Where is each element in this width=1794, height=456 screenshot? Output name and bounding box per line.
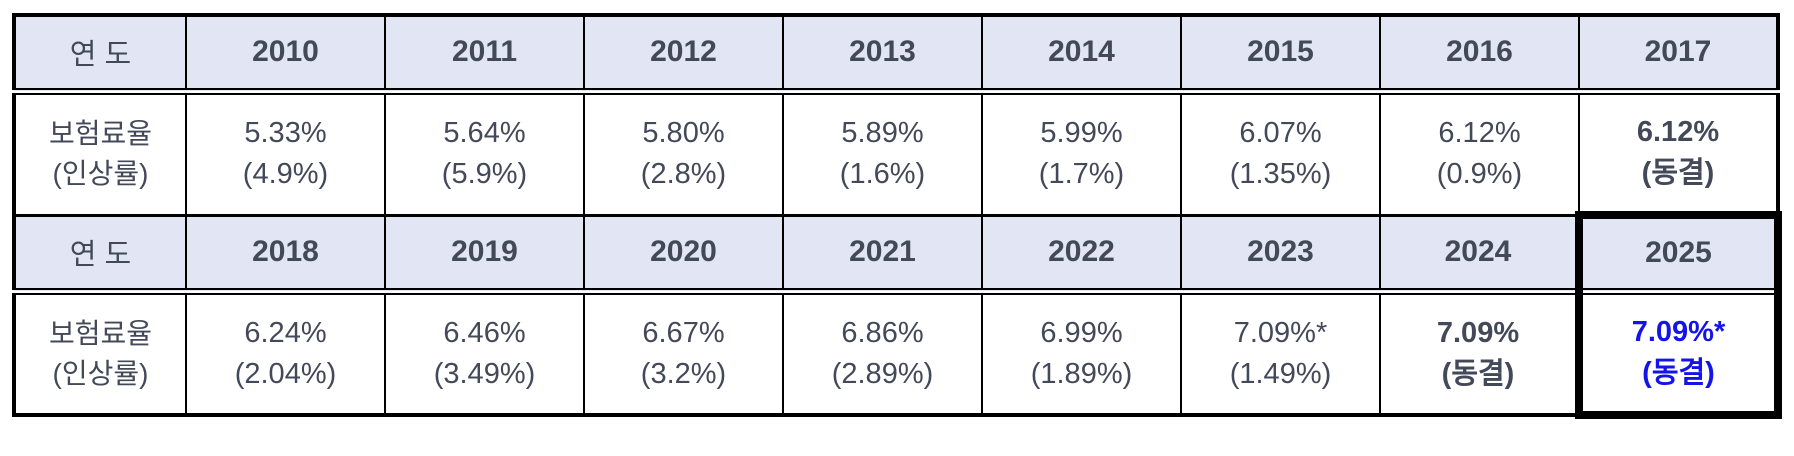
premium-rate-table-wrapper: 연 도 2010 2011 2012 2013 2014 2015 2016 2… bbox=[12, 13, 1782, 419]
year-header-row-2: 연 도 2018 2019 2020 2021 2022 2023 2024 2… bbox=[13, 211, 1782, 295]
year-header-cell: 2022 bbox=[981, 213, 1182, 295]
year-header-cell: 2020 bbox=[583, 213, 784, 295]
rate-value: 6.46% bbox=[443, 316, 526, 349]
rate-change: (1.7%) bbox=[1038, 158, 1125, 190]
rate-change: (1.6%) bbox=[839, 158, 926, 190]
rate-change: (1.89%) bbox=[1030, 357, 1133, 390]
year-header-cell: 2011 bbox=[384, 15, 585, 95]
rate-value: 5.33% bbox=[244, 116, 327, 149]
rate-row-label: 보험료율 (인상률) bbox=[13, 291, 187, 415]
year-header-cell: 2019 bbox=[384, 213, 585, 295]
rate-cell-2010: 5.33% (4.9%) bbox=[185, 91, 386, 215]
rate-row-label-line1: 보험료율 bbox=[48, 318, 153, 349]
year-header-cell: 2013 bbox=[782, 15, 983, 95]
rate-value: 7.09%* bbox=[1233, 316, 1328, 349]
rate-value: 5.99% bbox=[1040, 116, 1123, 149]
rate-change: (1.49%) bbox=[1229, 357, 1332, 390]
rate-cell-2013: 5.89% (1.6%) bbox=[782, 91, 983, 215]
rate-value: 7.09%* bbox=[1631, 315, 1726, 348]
year-header-cell: 2012 bbox=[583, 15, 784, 95]
rate-cell-2021: 6.86% (2.89%) bbox=[782, 291, 983, 415]
rate-change: (1.35%) bbox=[1229, 158, 1332, 190]
rate-change: (0.9%) bbox=[1436, 158, 1523, 190]
rate-row-label-line1: 보험료율 bbox=[48, 118, 153, 150]
rate-cell-2011: 5.64% (5.9%) bbox=[384, 91, 585, 215]
year-header-cell: 2017 bbox=[1578, 15, 1779, 95]
rate-cell-2024-frozen: 7.09% (동결) bbox=[1379, 291, 1580, 415]
rate-row-label-line2: (인상률) bbox=[52, 357, 149, 389]
year-header-cell: 2023 bbox=[1180, 213, 1381, 295]
rate-row-label: 보험료율 (인상률) bbox=[13, 91, 187, 215]
rate-row-2: 보험료율 (인상률) 6.24% (2.04%) 6.46% (3.49%) 6… bbox=[13, 291, 1782, 419]
year-row-label: 연 도 bbox=[13, 15, 187, 95]
rate-change: (동결) bbox=[1641, 156, 1715, 189]
rate-cell-2019: 6.46% (3.49%) bbox=[384, 291, 585, 415]
rate-value: 6.99% bbox=[1040, 316, 1123, 349]
rate-cell-2020: 6.67% (3.2%) bbox=[583, 291, 784, 415]
rate-change: (2.04%) bbox=[234, 357, 337, 390]
rate-row-label-line2: (인상률) bbox=[52, 158, 149, 189]
rate-value: 6.12% bbox=[1438, 116, 1521, 149]
rate-row-1: 보험료율 (인상률) 5.33% (4.9%) 5.64% (5.9%) 5.8… bbox=[13, 91, 1779, 215]
rate-value: 7.09% bbox=[1436, 316, 1520, 349]
rate-cell-2017-frozen: 6.12% (동결) bbox=[1578, 91, 1779, 215]
year-header-cell: 2016 bbox=[1379, 15, 1580, 95]
rate-cell-2014: 5.99% (1.7%) bbox=[981, 91, 1182, 215]
rate-cell-2023: 7.09%* (1.49%) bbox=[1180, 291, 1381, 415]
year-row-label: 연 도 bbox=[13, 213, 187, 295]
rate-change: (4.9%) bbox=[242, 158, 329, 190]
rate-change: (2.8%) bbox=[640, 158, 727, 190]
year-header-cell: 2010 bbox=[185, 15, 386, 95]
year-header-cell: 2024 bbox=[1379, 213, 1580, 295]
rate-cell-2018: 6.24% (2.04%) bbox=[185, 291, 386, 415]
rate-value: 5.89% bbox=[841, 116, 924, 149]
rate-change: (3.2%) bbox=[640, 357, 727, 390]
year-header-cell: 2014 bbox=[981, 15, 1182, 95]
rate-cell-2015: 6.07% (1.35%) bbox=[1180, 91, 1381, 215]
rate-value: 6.07% bbox=[1239, 116, 1322, 149]
rate-change: (5.9%) bbox=[441, 158, 528, 190]
rate-cell-2012: 5.80% (2.8%) bbox=[583, 91, 784, 215]
rate-cell-2022: 6.99% (1.89%) bbox=[981, 291, 1182, 415]
year-header-cell: 2015 bbox=[1180, 15, 1381, 95]
rate-change: (2.89%) bbox=[831, 357, 934, 390]
year-header-cell-2025-highlighted: 2025 bbox=[1575, 211, 1782, 295]
rate-change: (동결) bbox=[1642, 356, 1715, 389]
rate-cell-2016: 6.12% (0.9%) bbox=[1379, 91, 1580, 215]
rate-value: 5.80% bbox=[642, 116, 725, 149]
rate-cell-2025-highlighted: 7.09%* (동결) bbox=[1575, 291, 1782, 419]
year-header-cell: 2018 bbox=[185, 213, 386, 295]
rate-value: 5.64% bbox=[443, 116, 526, 149]
year-header-row-1: 연 도 2010 2011 2012 2013 2014 2015 2016 2… bbox=[13, 15, 1779, 95]
rate-value: 6.67% bbox=[642, 316, 725, 349]
rate-change: (3.49%) bbox=[433, 357, 536, 390]
rate-change: (동결) bbox=[1441, 357, 1515, 390]
premium-rate-table: 연 도 2010 2011 2012 2013 2014 2015 2016 2… bbox=[12, 13, 1782, 419]
rate-value: 6.86% bbox=[841, 316, 924, 349]
rate-value: 6.12% bbox=[1636, 115, 1720, 148]
year-header-cell: 2021 bbox=[782, 213, 983, 295]
rate-value: 6.24% bbox=[244, 316, 327, 349]
